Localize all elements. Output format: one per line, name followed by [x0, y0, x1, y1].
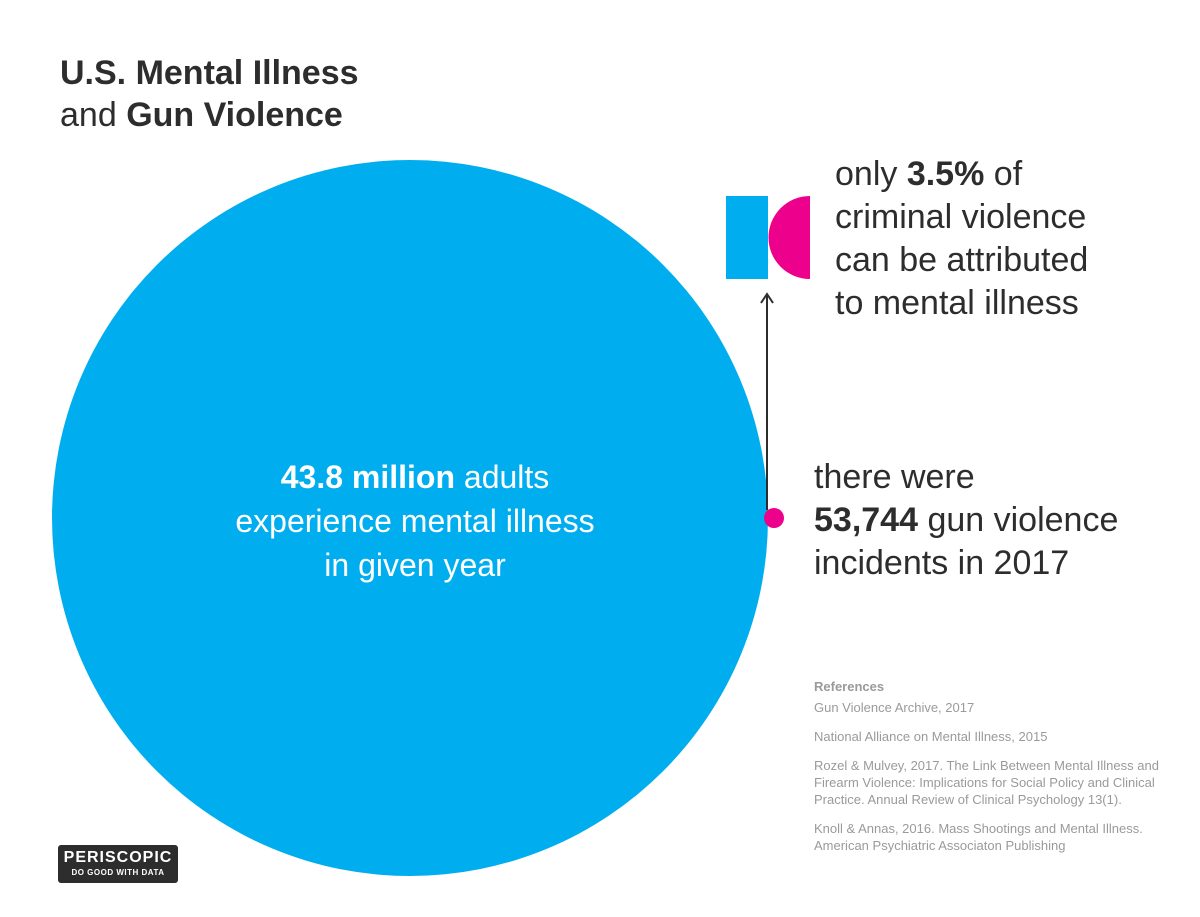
- share-annotation: only 3.5% of criminal violence can be at…: [835, 155, 1089, 322]
- logo-tagline: DO GOOD WITH DATA: [71, 868, 165, 877]
- gun-violence-dot: [764, 508, 784, 528]
- reference-item: Knoll & Annas, 2016. Mass Shootings and …: [814, 821, 1143, 853]
- incidents-annotation: there were 53,744 gun violence incidents…: [814, 458, 1119, 582]
- references-heading: References: [814, 679, 885, 694]
- title-line-1: U.S. Mental Illness: [60, 54, 359, 92]
- share-pink-half-circle: [768, 196, 810, 279]
- arrow-head: [760, 292, 774, 304]
- chart-title: U.S. Mental Illness and Gun Violence: [60, 52, 359, 136]
- reference-item: Gun Violence Archive, 2017: [814, 700, 975, 715]
- reference-item: Rozel & Mulvey, 2017. The Link Between M…: [814, 758, 1159, 807]
- mental-illness-circle: [52, 160, 768, 876]
- periscopic-logo: PERISCOPIC DO GOOD WITH DATA: [58, 845, 178, 883]
- circle-label: 43.8 million adults experience mental il…: [235, 459, 595, 583]
- reference-item: National Alliance on Mental Illness, 201…: [814, 729, 1048, 744]
- share-blue-bar: [726, 196, 768, 279]
- share-icon: [726, 196, 810, 279]
- references: References Gun Violence Archive, 2017 Na…: [814, 678, 1164, 866]
- logo-name: PERISCOPIC: [63, 849, 173, 866]
- title-line-2: and Gun Violence: [60, 96, 343, 134]
